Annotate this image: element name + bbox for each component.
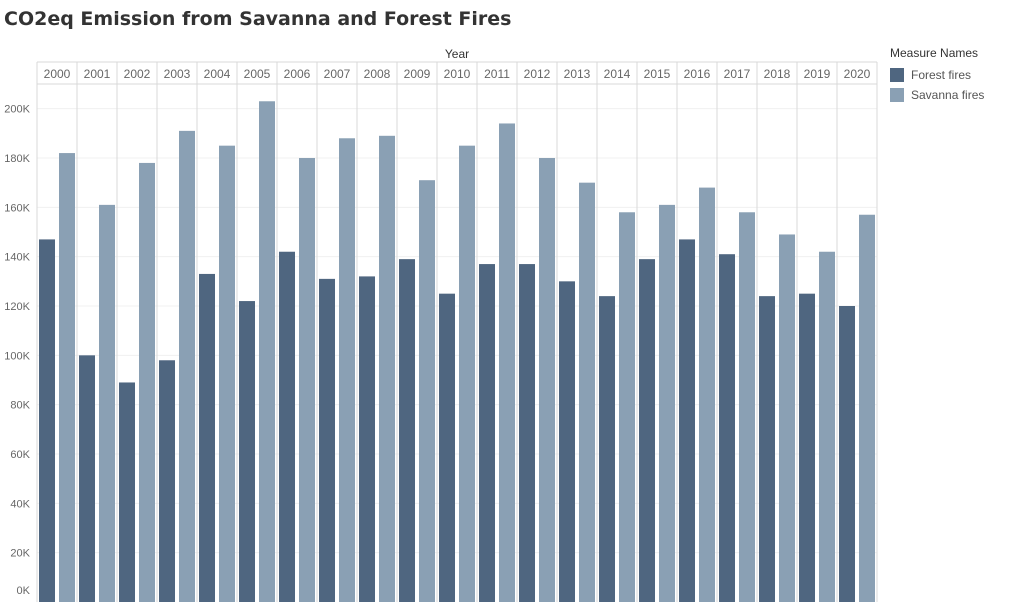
- chart-title: CO2eq Emission from Savanna and Forest F…: [4, 8, 512, 30]
- bar-chart: Year 0K 20K 40K 60K 80K 100K 120K 140K 160K 180K 20…: [4, 47, 878, 603]
- bar-savanna-fires: [139, 162, 155, 602]
- legend-items: Forest fires Savanna fires: [890, 65, 984, 105]
- legend-title: Measure Names: [890, 46, 979, 60]
- x-category-label: 2017: [724, 67, 751, 81]
- x-category-label: 2020: [844, 67, 871, 81]
- legend-swatch: [890, 68, 904, 82]
- y-tick-label: 180K: [4, 153, 30, 165]
- bar-savanna-fires: [419, 180, 435, 602]
- bar-savanna-fires: [539, 158, 555, 602]
- x-category-label: 2001: [84, 67, 111, 81]
- bar-forest-fires: [639, 259, 655, 602]
- x-category-label: 2013: [564, 67, 591, 81]
- bar-forest-fires: [279, 251, 295, 602]
- bar-savanna-fires: [219, 145, 235, 602]
- bar-forest-fires: [319, 278, 335, 602]
- bar-savanna-fires: [499, 123, 515, 602]
- bar-forest-fires: [799, 293, 815, 602]
- legend-item[interactable]: Forest fires: [890, 65, 984, 85]
- x-category-label: 2014: [604, 67, 631, 81]
- bar-forest-fires: [559, 281, 575, 602]
- x-category-label: 2010: [444, 67, 471, 81]
- legend-label: Forest fires: [911, 68, 972, 82]
- x-category-label: 2011: [484, 67, 510, 81]
- x-category-label: 2007: [324, 67, 351, 81]
- x-category-label: 2006: [284, 67, 311, 81]
- bar-savanna-fires: [699, 187, 715, 602]
- bar-savanna-fires: [379, 135, 395, 603]
- bar-savanna-fires: [779, 234, 795, 602]
- bar-forest-fires: [839, 306, 855, 602]
- y-tick-label: 60K: [10, 449, 30, 461]
- bar-forest-fires: [439, 293, 455, 602]
- bar-savanna-fires: [99, 204, 115, 602]
- x-category-label: 2018: [764, 67, 791, 81]
- bar-savanna-fires: [299, 158, 315, 602]
- bar-savanna-fires: [459, 145, 475, 602]
- y-tick-label: 20K: [10, 548, 30, 560]
- legend-swatch: [890, 88, 904, 102]
- x-category-label: 2012: [524, 67, 551, 81]
- legend-item[interactable]: Savanna fires: [890, 85, 984, 105]
- y-tick-label: 0K: [17, 585, 31, 597]
- x-category-label: 2002: [124, 67, 151, 81]
- bar-forest-fires: [39, 239, 55, 602]
- bar-forest-fires: [199, 273, 215, 602]
- y-tick-label: 160K: [4, 202, 30, 214]
- x-category-label: 2005: [244, 67, 271, 81]
- bar-forest-fires: [519, 264, 535, 602]
- bar-forest-fires: [239, 301, 255, 602]
- bar-forest-fires: [359, 276, 375, 602]
- bar-savanna-fires: [59, 153, 75, 603]
- x-category-label: 2008: [364, 67, 391, 81]
- bar-savanna-fires: [259, 101, 275, 603]
- legend-label: Savanna fires: [911, 88, 985, 102]
- bar-savanna-fires: [579, 182, 595, 602]
- x-category-label: 2019: [804, 67, 831, 81]
- y-tick-label: 40K: [10, 498, 30, 510]
- bar-forest-fires: [759, 296, 775, 602]
- bar-savanna-fires: [819, 251, 835, 602]
- y-tick-label: 120K: [4, 301, 30, 313]
- bar-forest-fires: [679, 239, 695, 602]
- y-tick-label: 200K: [4, 104, 30, 116]
- bar-forest-fires: [599, 296, 615, 602]
- bar-forest-fires: [79, 355, 95, 602]
- y-tick-label: 80K: [10, 400, 30, 412]
- x-category-label: 2000: [44, 67, 71, 81]
- x-category-label: 2015: [644, 67, 671, 81]
- x-category-label: 2003: [164, 67, 191, 81]
- column-header-band: [37, 62, 877, 84]
- x-category-label: 2009: [404, 67, 431, 81]
- x-category-label: 2004: [204, 67, 231, 81]
- bar-savanna-fires: [739, 212, 755, 602]
- bar-savanna-fires: [859, 214, 875, 602]
- bar-forest-fires: [119, 382, 135, 602]
- y-tick-label: 140K: [4, 252, 30, 264]
- bar-forest-fires: [159, 360, 175, 602]
- bar-forest-fires: [399, 259, 415, 602]
- bar-forest-fires: [479, 264, 495, 602]
- legend: Measure Names Forest fires Savanna fires: [890, 46, 984, 105]
- bar-savanna-fires: [659, 204, 675, 602]
- x-category-label: 2016: [684, 67, 711, 81]
- bar-savanna-fires: [179, 130, 195, 602]
- column-header-label: Year: [445, 47, 469, 61]
- bar-savanna-fires: [339, 138, 355, 602]
- bar-savanna-fires: [619, 212, 635, 602]
- y-tick-label: 100K: [4, 350, 30, 362]
- bar-forest-fires: [719, 254, 735, 602]
